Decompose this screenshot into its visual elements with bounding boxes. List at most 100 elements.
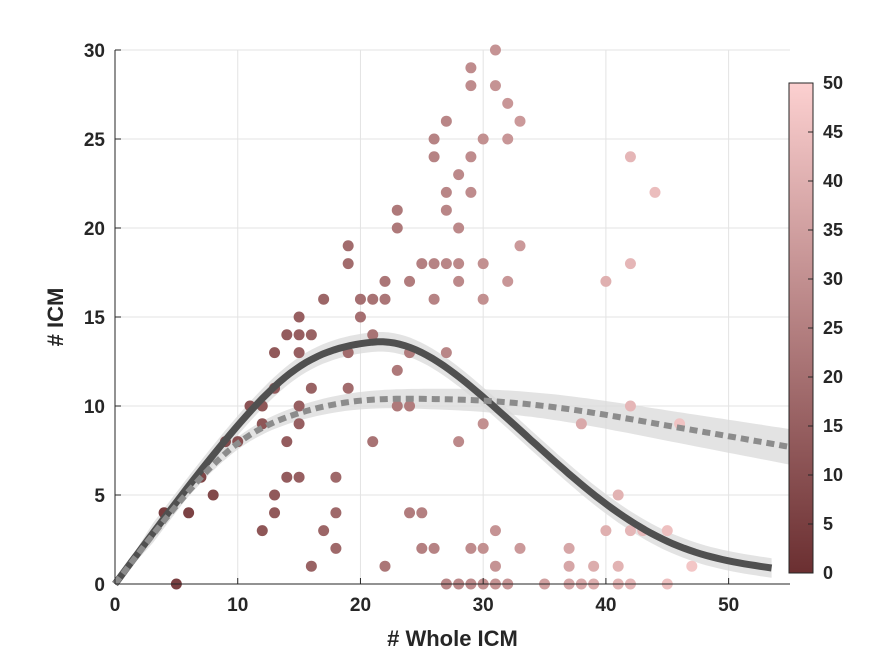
data-point [489,560,501,572]
data-point [293,418,305,430]
colorbar-tick-label: 35 [823,220,843,240]
data-point [207,489,219,501]
data-point [293,400,305,412]
y-tick-label: 5 [94,486,105,507]
x-tick-label: 50 [718,595,739,616]
data-point [428,151,440,163]
data-point [440,258,452,270]
x-tick-label: 0 [110,595,121,616]
data-point [477,258,489,270]
data-point [330,507,342,519]
data-point [440,204,452,216]
data-point [600,275,612,287]
grid-lines [115,49,790,584]
colorbar-tick-label: 30 [823,269,843,289]
data-point [342,382,354,394]
data-point [281,471,293,483]
data-point [256,525,268,537]
data-point [612,489,624,501]
data-point [379,275,391,287]
data-point [563,560,575,572]
y-tick-label: 30 [84,41,105,62]
data-point [318,525,330,537]
data-point [269,507,281,519]
data-point [391,400,403,412]
data-point [502,275,514,287]
colorbar-tick-label: 20 [823,367,843,387]
data-point [428,542,440,554]
data-point [367,329,379,341]
data-point [440,115,452,127]
data-point [453,258,465,270]
colorbar-tick-label: 25 [823,318,843,338]
data-point [391,204,403,216]
data-point [477,293,489,305]
data-point [477,133,489,145]
x-tick-label: 30 [473,595,494,616]
colorbar: 0 5 10 15 20 25 30 35 40 45 50 [788,73,843,583]
data-point [563,542,575,554]
data-point [514,542,526,554]
data-point [477,542,489,554]
y-axis-label: # ICM [43,288,68,347]
data-point [305,329,317,341]
data-point [183,507,195,519]
data-point [330,471,342,483]
data-point [502,133,514,145]
y-tick-label: 15 [84,308,106,329]
data-point [575,418,587,430]
data-point [465,62,477,74]
data-point [354,311,366,323]
x-tick-label: 10 [227,595,248,616]
data-point [502,97,514,109]
data-point [318,293,330,305]
data-point [514,115,526,127]
y-tick-labels: 0 5 10 15 20 25 30 [84,41,106,596]
data-point [293,329,305,341]
x-tick-labels: 0 10 20 30 40 50 [110,595,739,616]
data-point [624,258,636,270]
data-point [624,525,636,537]
data-point [305,382,317,394]
colorbar-gradient [788,82,814,574]
data-point [428,133,440,145]
data-point [428,293,440,305]
data-point [330,542,342,554]
y-tick-label: 0 [94,575,105,596]
data-point [489,44,501,56]
colorbar-tick-label: 45 [823,122,843,142]
colorbar-tick-label: 40 [823,171,843,191]
data-point [293,311,305,323]
colorbar-tick-label: 5 [823,514,833,534]
data-point [391,222,403,234]
data-point [416,542,428,554]
x-tick-label: 20 [350,595,371,616]
data-point [416,507,428,519]
data-point [305,560,317,572]
data-point [367,436,379,448]
y-tick-label: 25 [84,130,106,151]
x-tick-label: 40 [595,595,616,616]
data-point [588,560,600,572]
data-point [453,222,465,234]
data-point [489,525,501,537]
fit-curve-solid [112,338,773,587]
data-point [624,400,636,412]
data-point [269,489,281,501]
y-tick-label: 20 [84,219,105,240]
data-point [379,560,391,572]
data-point [453,169,465,181]
data-point [514,240,526,252]
data-point [661,525,673,537]
data-point [416,258,428,270]
data-point [428,258,440,270]
colorbar-tick-label: 50 [823,73,843,93]
data-point [379,293,391,305]
data-point [612,560,624,572]
data-point [281,436,293,448]
colorbar-tick-label: 10 [823,465,843,485]
data-point [686,560,698,572]
data-point [391,364,403,376]
data-point [624,151,636,163]
